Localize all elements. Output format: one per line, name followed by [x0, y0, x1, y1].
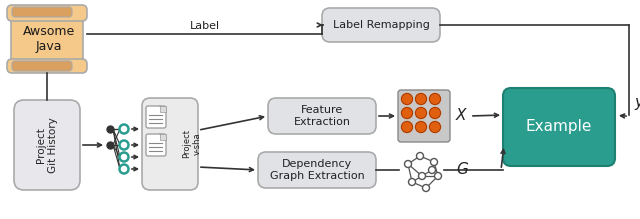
Circle shape	[415, 122, 426, 132]
Circle shape	[422, 184, 429, 191]
FancyBboxPatch shape	[14, 100, 80, 190]
FancyBboxPatch shape	[268, 98, 376, 134]
FancyBboxPatch shape	[142, 98, 198, 190]
Circle shape	[401, 122, 413, 132]
Circle shape	[404, 161, 412, 168]
FancyBboxPatch shape	[322, 8, 440, 42]
Circle shape	[429, 122, 440, 132]
Circle shape	[401, 108, 413, 118]
Circle shape	[431, 159, 438, 166]
Text: Dependency
Graph Extraction: Dependency Graph Extraction	[269, 159, 364, 181]
Circle shape	[408, 178, 415, 185]
Text: Label Remapping: Label Remapping	[333, 20, 429, 30]
FancyBboxPatch shape	[12, 7, 72, 17]
Circle shape	[120, 124, 129, 134]
FancyBboxPatch shape	[146, 106, 166, 128]
FancyBboxPatch shape	[146, 134, 166, 156]
Circle shape	[120, 164, 129, 173]
Text: Feature
Extraction: Feature Extraction	[294, 105, 351, 127]
Circle shape	[429, 94, 440, 104]
Circle shape	[435, 173, 442, 180]
Circle shape	[120, 152, 129, 161]
Text: Example: Example	[526, 120, 592, 134]
Circle shape	[429, 166, 435, 173]
Polygon shape	[160, 106, 166, 112]
Polygon shape	[160, 134, 166, 140]
Circle shape	[415, 94, 426, 104]
Text: Awsome
Java: Awsome Java	[23, 25, 75, 53]
FancyBboxPatch shape	[7, 5, 87, 21]
Text: Project
v-sha: Project v-sha	[182, 129, 202, 159]
FancyBboxPatch shape	[503, 88, 615, 166]
FancyBboxPatch shape	[7, 59, 87, 73]
FancyBboxPatch shape	[12, 61, 72, 71]
Circle shape	[401, 94, 413, 104]
FancyBboxPatch shape	[398, 90, 450, 142]
Text: G: G	[456, 162, 468, 178]
Circle shape	[417, 152, 424, 159]
FancyBboxPatch shape	[258, 152, 376, 188]
Text: X: X	[456, 108, 467, 124]
Text: y: y	[634, 95, 640, 110]
Circle shape	[120, 141, 129, 150]
Circle shape	[415, 108, 426, 118]
Text: Label: Label	[189, 21, 220, 31]
Text: Project
Git History: Project Git History	[36, 117, 58, 173]
Circle shape	[419, 173, 426, 180]
FancyBboxPatch shape	[11, 13, 83, 65]
Circle shape	[429, 108, 440, 118]
